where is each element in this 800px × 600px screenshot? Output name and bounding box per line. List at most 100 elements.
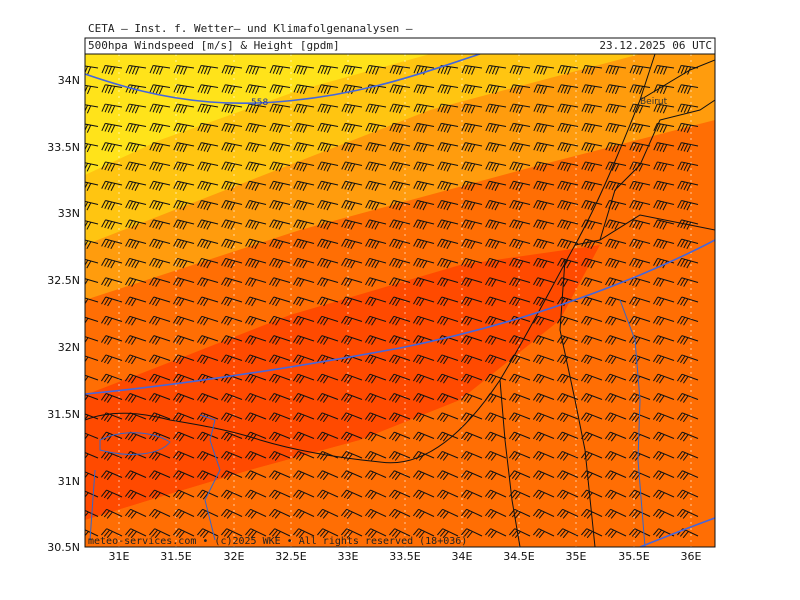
wind-barb-feather — [269, 509, 275, 517]
wind-barb-feather — [412, 431, 419, 440]
wind-barb-feather — [539, 85, 544, 94]
wind-barb-feather — [587, 318, 593, 326]
wind-barb-feather — [392, 104, 397, 113]
delta-lake — [99, 432, 171, 455]
wind-barb-feather — [680, 375, 686, 383]
wind-barb-feather — [557, 528, 564, 536]
wind-barb-feather — [346, 414, 353, 423]
wind-barb-feather — [460, 412, 467, 420]
wind-barb-feather — [508, 412, 515, 420]
wind-barb-feather — [365, 200, 370, 209]
wind-barb-feather — [680, 278, 686, 286]
wind-barb-feather — [509, 219, 514, 228]
wind-barb-feather — [130, 453, 137, 461]
wind-barb-feather — [223, 491, 230, 499]
wind-barb-feather — [463, 491, 470, 499]
wind-barb-feather — [179, 318, 185, 326]
wind-barb-feather — [584, 278, 590, 286]
wind-barb-feather — [388, 373, 395, 382]
wind-barb-feather — [611, 66, 616, 75]
wind-barb-feather — [629, 296, 635, 305]
wind-barb — [85, 278, 99, 283]
wind-barb-feather — [656, 143, 661, 151]
wind-barb-feather — [317, 277, 323, 286]
wind-barb-feather — [656, 65, 661, 74]
wind-barb-feather — [653, 258, 659, 266]
wind-barb-feather — [196, 431, 203, 440]
wind-barb-feather — [158, 163, 164, 172]
wind-barb-feather — [125, 296, 131, 305]
wind-barb-feather — [631, 471, 638, 479]
wind-barb-feather — [176, 143, 181, 151]
wind-barb-feather — [371, 66, 376, 75]
wind-barb-feather — [391, 529, 398, 537]
wind-barb-feather — [538, 434, 545, 442]
wind-barb-feather — [442, 414, 449, 423]
wind-barb-feather — [446, 221, 452, 230]
wind-barb-feather — [587, 163, 593, 171]
wind-barb-feather — [77, 451, 82, 458]
wind-barb-feather — [461, 65, 466, 74]
wind-barb-feather — [368, 239, 374, 248]
wind-barb-feather — [491, 143, 497, 152]
wind-barb-feather — [389, 123, 394, 132]
wind-barb-feather — [127, 491, 134, 499]
wind-barb-feather — [518, 241, 524, 250]
wind-barb-feather — [581, 316, 587, 324]
wind-barb-feather — [320, 143, 325, 151]
wind-barb-feather — [680, 85, 685, 94]
wind-barb-feather — [635, 259, 641, 268]
wind-barb-feather — [683, 376, 689, 384]
wind-barb-feather — [511, 510, 518, 518]
wind-barb-feather — [254, 163, 260, 172]
wind-barb-feather — [443, 201, 449, 210]
wind-barb-feather — [608, 162, 613, 171]
wind-barb-feather — [149, 509, 155, 517]
wind-barb-feather — [512, 355, 518, 364]
wind-barb-feather — [488, 123, 493, 132]
wind-barb-feather — [466, 434, 473, 442]
wind-barb-feather — [299, 143, 305, 152]
wind-barb-feather — [514, 395, 521, 403]
wind-barb-feather — [296, 297, 302, 306]
wind-barb-feather — [197, 181, 202, 189]
wind-barb-feather — [638, 183, 644, 191]
wind-barb-feather — [560, 104, 565, 113]
wind-barb-feather — [581, 509, 587, 517]
wind-barb-feather — [200, 259, 206, 267]
wind-barb-feather — [634, 492, 641, 500]
border-syria-south — [574, 214, 715, 246]
wind-barb-feather — [536, 123, 541, 132]
wind-barb-feather — [422, 124, 428, 133]
wind-barb-feather — [635, 279, 641, 287]
wind-barb-feather — [412, 489, 419, 497]
wind-barb-feather — [155, 124, 161, 133]
wind-barb-feather — [299, 124, 305, 133]
lon-tick-label: 32E — [224, 550, 245, 563]
wind-barb — [85, 162, 99, 166]
wind-barb-feather — [614, 260, 620, 269]
wind-barb-feather — [659, 279, 665, 287]
wind-barb-feather — [412, 393, 419, 401]
wind-barb-feather — [682, 472, 689, 481]
wind-barb-feather — [446, 163, 452, 172]
wind-barb-feather — [461, 123, 466, 132]
wind-barb-feather — [518, 105, 524, 114]
wind-barb-feather — [395, 240, 401, 249]
wind-barb-feather — [347, 337, 353, 345]
wind-barb-feather — [632, 220, 638, 229]
wind-barb-feather — [244, 470, 251, 478]
wind-barb-feather — [584, 181, 589, 190]
wind-barb-feather — [437, 258, 443, 266]
wind-barb-feather — [611, 298, 617, 307]
wind-barb-feather — [221, 528, 228, 536]
wind-barb-feather — [85, 413, 86, 416]
wind-barb-feather — [638, 202, 644, 211]
wind-barb-feather — [298, 414, 305, 423]
wind-barb-feather — [100, 373, 107, 382]
wind-barb-feather — [436, 373, 443, 382]
wind-barb-feather — [203, 163, 209, 171]
wind-barb-feather — [131, 337, 137, 345]
wind-barb-feather — [341, 335, 347, 343]
wind-barb-feather — [566, 144, 572, 153]
